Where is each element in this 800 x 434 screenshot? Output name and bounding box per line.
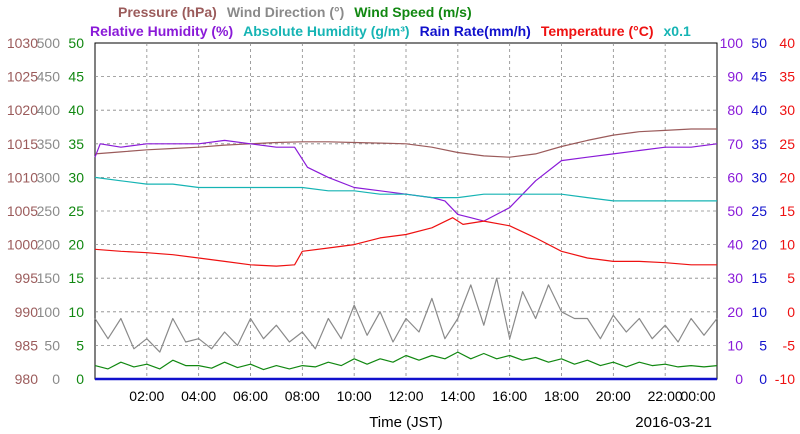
relative_humidity-tick: 60 xyxy=(727,169,743,185)
pressure-tick: 990 xyxy=(15,304,39,320)
wind_direction-tick: 150 xyxy=(37,270,61,286)
rain_rate-tick: 20 xyxy=(751,237,767,253)
x-tick: 10:00 xyxy=(337,388,372,404)
legend-item-4: Absolute Humidity (g/m³) xyxy=(243,23,409,39)
temperature-tick: 40 xyxy=(779,35,795,51)
temperature-tick: 30 xyxy=(779,102,795,118)
wind_speed-tick: 15 xyxy=(68,270,84,286)
legend-item-5: Rain Rate(mm/h) xyxy=(420,23,531,39)
relative_humidity-tick: 80 xyxy=(727,102,743,118)
wind_speed-tick: 0 xyxy=(76,371,84,387)
rain_rate-tick: 15 xyxy=(751,270,767,286)
relative_humidity-tick: 0 xyxy=(735,371,743,387)
chart-date: 2016-03-21 xyxy=(635,414,712,431)
wind_speed-tick: 30 xyxy=(68,169,84,185)
temperature-tick: 25 xyxy=(779,136,795,152)
relative_humidity-tick: 50 xyxy=(727,203,743,219)
rain_rate-tick: 5 xyxy=(759,337,767,353)
x-tick: 18:00 xyxy=(544,388,579,404)
x-tick: 22:00 xyxy=(648,388,683,404)
pressure-tick: 1000 xyxy=(7,237,38,253)
pressure-tick: 980 xyxy=(15,371,39,387)
legend-item-7: x0.1 xyxy=(664,23,691,39)
wind_direction-tick: 250 xyxy=(37,203,61,219)
relative_humidity-tick: 90 xyxy=(727,69,743,85)
series-line-3 xyxy=(94,217,717,267)
wind_speed-tick: 50 xyxy=(68,35,84,51)
temperature-tick: 0 xyxy=(787,304,795,320)
wind_direction-tick: 50 xyxy=(44,337,60,353)
wind_direction-tick: 300 xyxy=(37,169,61,185)
rain_rate-tick: 50 xyxy=(751,35,767,51)
temperature-tick: 10 xyxy=(779,237,795,253)
wind_direction-tick: 500 xyxy=(37,35,61,51)
x-axis-label: Time (JST) xyxy=(369,414,443,431)
legend-item-3: Relative Humidity (%) xyxy=(90,23,233,39)
x-tick: 08:00 xyxy=(285,388,320,404)
x-tick: 20:00 xyxy=(596,388,631,404)
relative_humidity-tick: 70 xyxy=(727,136,743,152)
legend: Pressure (hPa) Wind Direction (°) Wind Spe… xyxy=(90,4,691,39)
relative_humidity-tick: 10 xyxy=(727,337,743,353)
rain_rate-tick: 10 xyxy=(751,304,767,320)
wind_speed-tick: 25 xyxy=(68,203,84,219)
relative_humidity-tick: 30 xyxy=(727,270,743,286)
temperature-tick: 5 xyxy=(787,270,795,286)
temperature-tick: 15 xyxy=(779,203,795,219)
x-tick: 06:00 xyxy=(233,388,268,404)
wind_direction-tick: 100 xyxy=(37,304,61,320)
x-tick: 00:00 xyxy=(680,388,715,404)
wind_direction-tick: 450 xyxy=(37,69,61,85)
series-line-4 xyxy=(94,277,718,353)
series-line-5 xyxy=(94,351,718,371)
temperature-tick: -5 xyxy=(783,337,796,353)
series-line-0 xyxy=(94,128,717,158)
legend-item-1: Wind Direction (°) xyxy=(227,4,344,20)
legend-item-0: Pressure (hPa) xyxy=(118,4,217,20)
temperature-tick: 35 xyxy=(779,69,795,85)
wind_direction-tick: 350 xyxy=(37,136,61,152)
rain_rate-tick: 35 xyxy=(751,136,767,152)
pressure-tick: 1025 xyxy=(7,69,38,85)
rain_rate-tick: 45 xyxy=(751,69,767,85)
wind_speed-tick: 10 xyxy=(68,304,84,320)
rain_rate-tick: 40 xyxy=(751,102,767,118)
temperature-tick: -10 xyxy=(775,371,795,387)
rain_rate-tick: 25 xyxy=(751,203,767,219)
relative_humidity-tick: 100 xyxy=(720,35,744,51)
wind_speed-tick: 5 xyxy=(76,337,84,353)
x-tick: 04:00 xyxy=(181,388,216,404)
pressure-tick: 1030 xyxy=(7,35,38,51)
pressure-tick: 1020 xyxy=(7,102,38,118)
plot-area xyxy=(94,42,718,381)
pressure-tick: 1005 xyxy=(7,203,38,219)
wind_direction-tick: 200 xyxy=(37,237,61,253)
legend-item-2: Wind Speed (m/s) xyxy=(354,4,471,20)
wind_direction-tick: 0 xyxy=(52,371,60,387)
x-tick: 02:00 xyxy=(129,388,164,404)
series-line-2 xyxy=(94,176,717,202)
wind_speed-tick: 35 xyxy=(68,136,84,152)
wind_speed-tick: 20 xyxy=(68,237,84,253)
x-axis: 02:00 04:00 06:00 08:00 10:00 12:00 14:00 16:00… xyxy=(129,388,715,431)
pressure-tick: 1010 xyxy=(7,169,38,185)
relative_humidity-tick: 40 xyxy=(727,237,743,253)
pressure-tick: 995 xyxy=(15,270,39,286)
x-tick: 12:00 xyxy=(388,388,423,404)
right-axes: 1009080706050403020100504540353025201510… xyxy=(720,35,796,387)
rain_rate-tick: 30 xyxy=(751,169,767,185)
relative_humidity-tick: 20 xyxy=(727,304,743,320)
x-tick: 14:00 xyxy=(440,388,475,404)
pressure-tick: 1015 xyxy=(7,136,38,152)
pressure-tick: 985 xyxy=(15,337,39,353)
wind_direction-tick: 400 xyxy=(37,102,61,118)
rain_rate-tick: 0 xyxy=(759,371,767,387)
temperature-tick: 20 xyxy=(779,169,795,185)
legend-item-6: Temperature (°C) xyxy=(541,23,654,39)
x-tick: 16:00 xyxy=(492,388,527,404)
wind_speed-tick: 45 xyxy=(68,69,84,85)
wind_speed-tick: 40 xyxy=(68,102,84,118)
left-axes: 1030102510201015101010051000995990985980… xyxy=(7,35,84,387)
